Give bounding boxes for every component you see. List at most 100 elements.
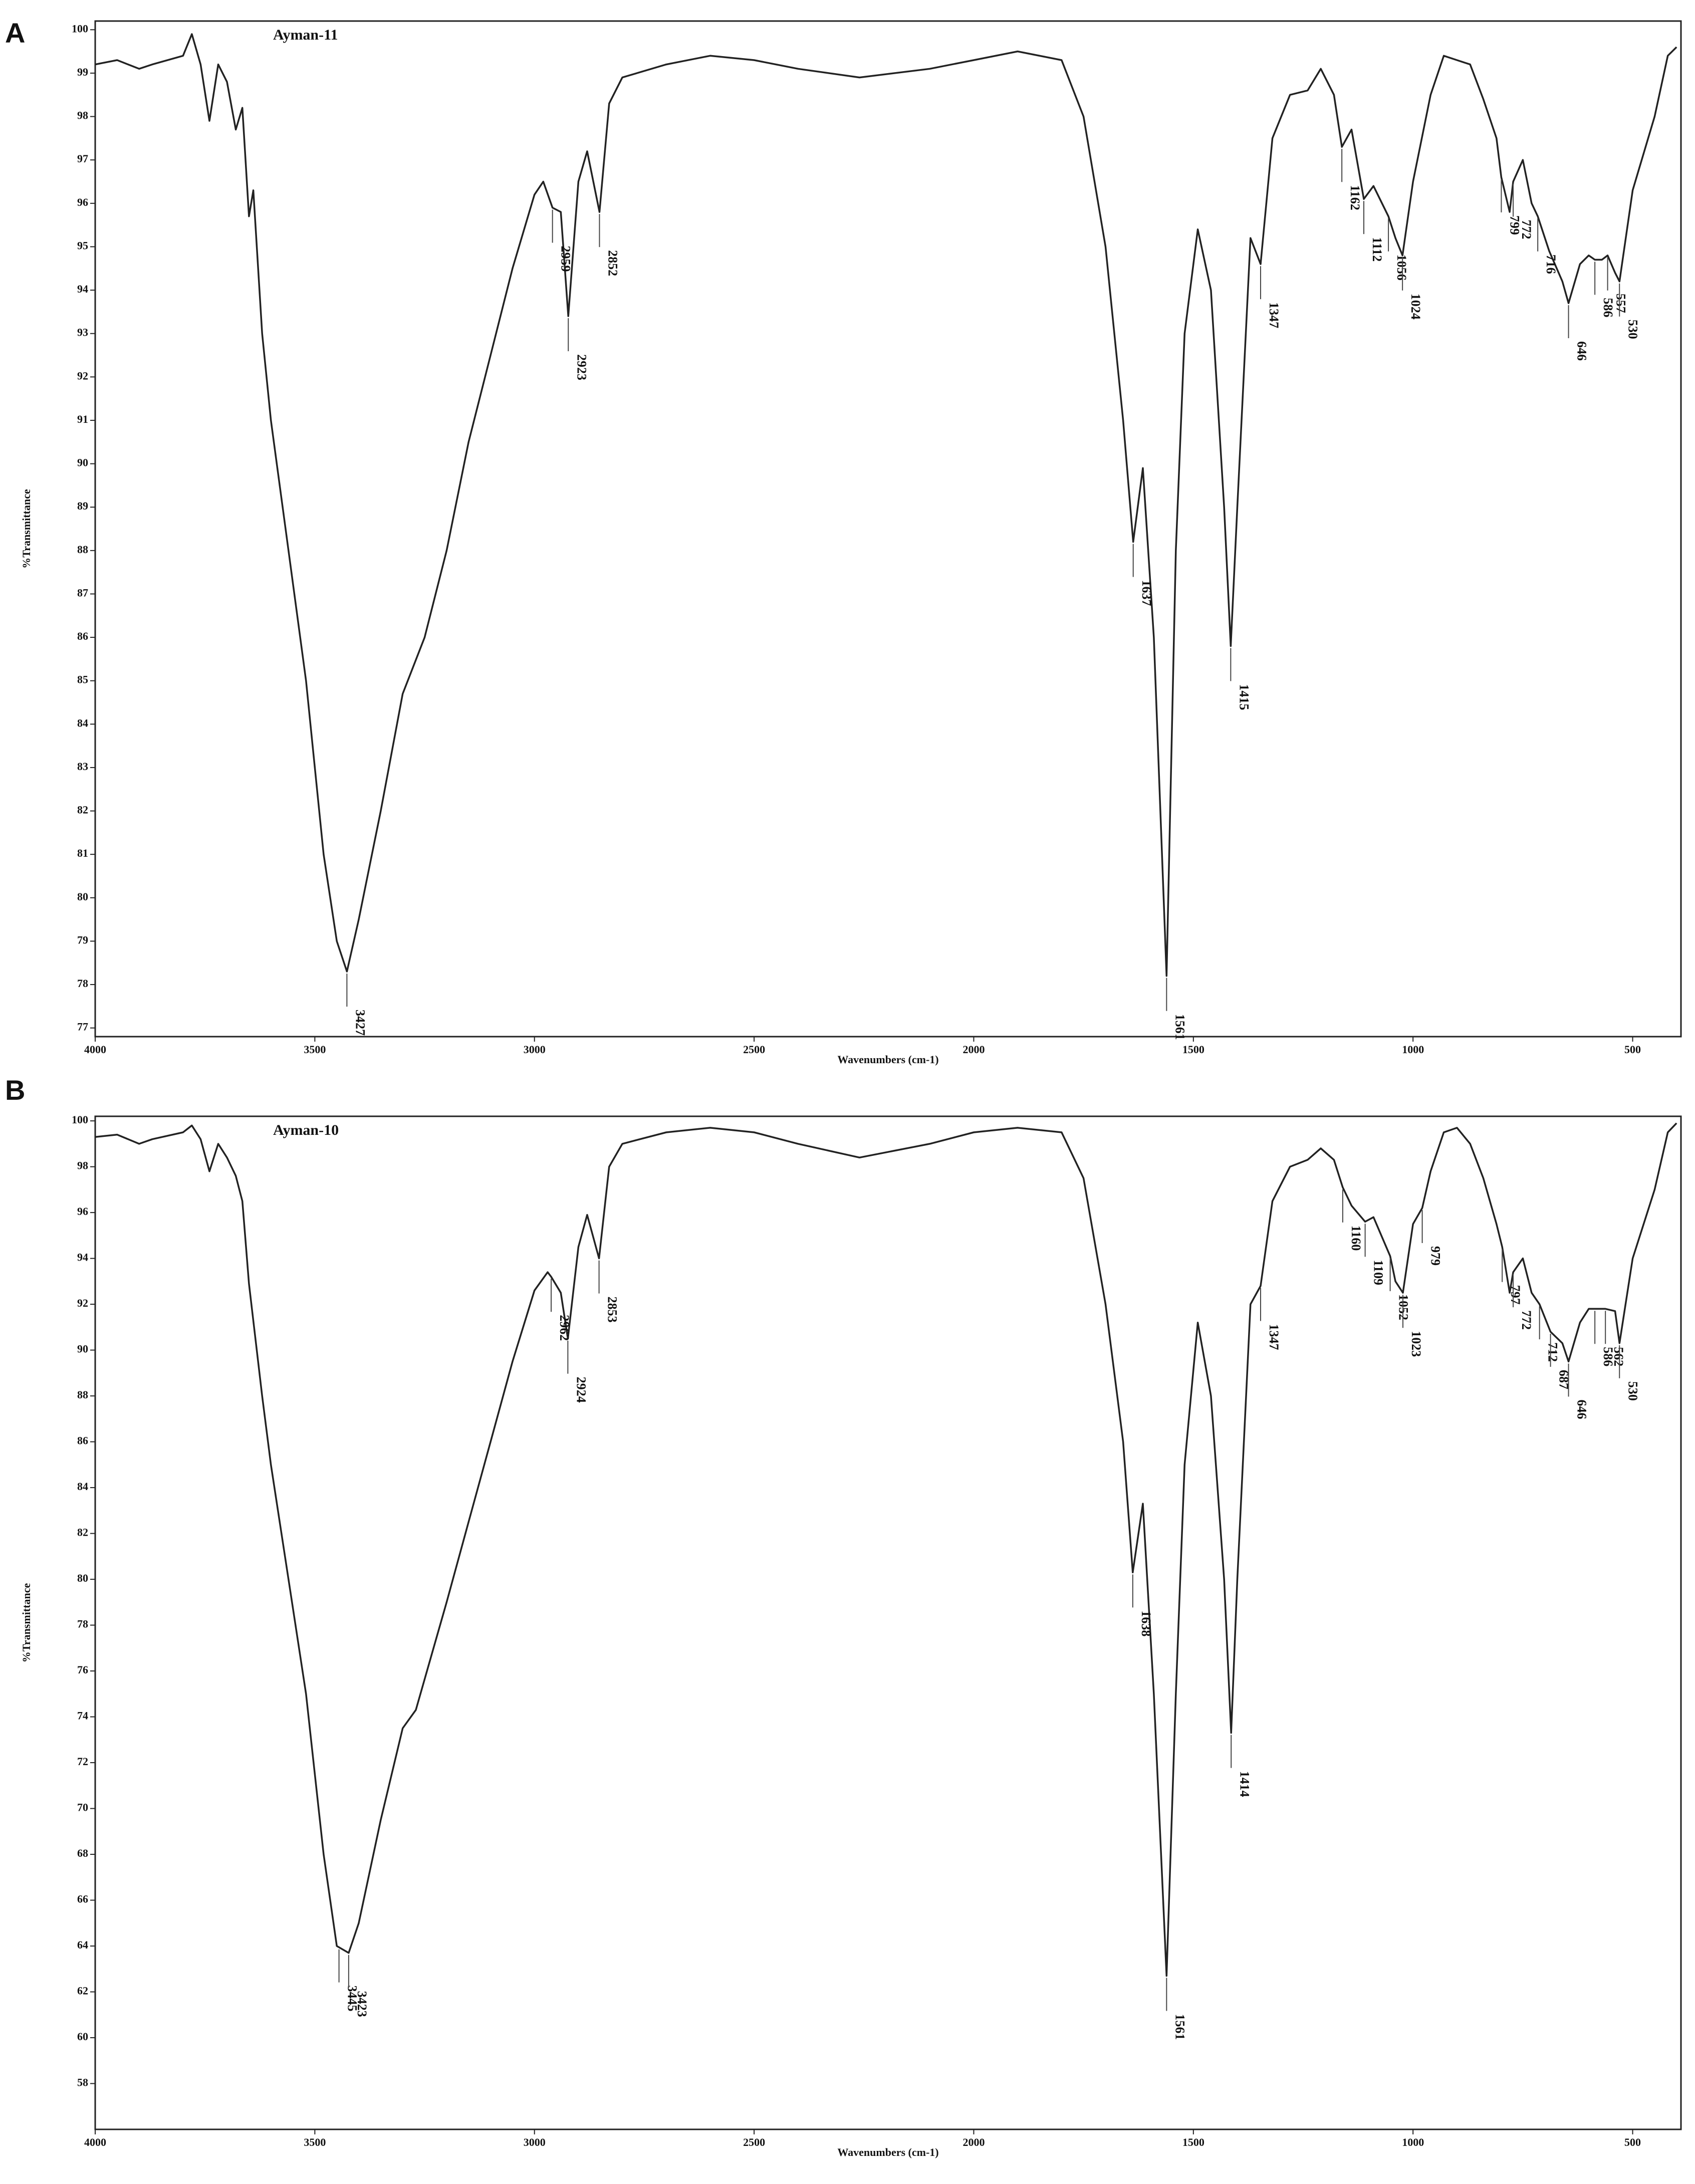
y-tick-label: 88 — [77, 1388, 88, 1401]
peak-label: 2924 — [574, 1377, 588, 1403]
peak-label: 2852 — [606, 250, 620, 276]
x-tick-label: 3500 — [304, 2136, 326, 2148]
y-tick-label: 99 — [77, 66, 88, 78]
peak-label: 1415 — [1237, 684, 1251, 710]
x-axis-label: Wavenumbers (cm-1) — [837, 1053, 938, 1066]
peak-label: 2923 — [574, 354, 589, 380]
y-tick-label: 72 — [77, 1755, 88, 1768]
chart-title: Ayman-10 — [273, 1122, 339, 1138]
peak-label: 716 — [1544, 255, 1558, 274]
peak-label: 586 — [1601, 298, 1615, 317]
peak-label: 562 — [1611, 1347, 1626, 1366]
peak-label: 1638 — [1139, 1610, 1153, 1636]
x-tick-label: 3000 — [524, 1043, 546, 1056]
y-axis-label: %Transmittance — [20, 1583, 33, 1663]
x-tick-label: 3000 — [524, 2136, 546, 2148]
y-tick-label: 98 — [77, 109, 88, 122]
y-tick-label: 88 — [77, 543, 88, 556]
y-tick-label: 79 — [77, 933, 88, 946]
peak-label: 1056 — [1394, 255, 1409, 281]
y-tick-label: 80 — [77, 1572, 88, 1584]
y-tick-label: 100 — [72, 22, 88, 35]
panel-label: B — [5, 1074, 25, 1106]
y-tick-label: 64 — [77, 1938, 88, 1951]
y-tick-label: 94 — [77, 283, 88, 295]
x-tick-label: 4000 — [84, 2136, 106, 2148]
y-tick-label: 92 — [77, 1297, 88, 1309]
x-tick-label: 2500 — [743, 2136, 765, 2148]
peak-label: 797 — [1508, 1285, 1523, 1305]
y-tick-label: 83 — [77, 760, 88, 773]
y-tick-label: 90 — [77, 1343, 88, 1355]
y-tick-label: 62 — [77, 1985, 88, 1997]
y-tick-label: 82 — [77, 1526, 88, 1539]
y-tick-label: 70 — [77, 1801, 88, 1814]
y-tick-label: 100 — [72, 1113, 88, 1126]
x-tick-label: 1000 — [1402, 2136, 1424, 2148]
peak-label: 1561 — [1172, 2014, 1187, 2040]
peak-label: 1347 — [1267, 302, 1281, 328]
y-tick-label: 77 — [77, 1021, 88, 1033]
y-tick-label: 82 — [77, 804, 88, 816]
x-tick-label: 2000 — [962, 2136, 985, 2148]
y-tick-label: 78 — [77, 977, 88, 990]
y-tick-label: 84 — [77, 1480, 88, 1493]
y-tick-label: 95 — [77, 239, 88, 252]
peak-label: 1160 — [1349, 1226, 1363, 1251]
peak-label: 1024 — [1408, 294, 1423, 320]
peak-label: 2853 — [605, 1297, 620, 1323]
peak-label: 530 — [1625, 1381, 1640, 1401]
x-tick-label: 500 — [1624, 2136, 1641, 2148]
plot-frame — [94, 1115, 1682, 2130]
y-tick-label: 68 — [77, 1847, 88, 1859]
peak-label: 1637 — [1139, 580, 1154, 606]
peak-label: 1023 — [1409, 1331, 1423, 1357]
spectrum-line — [95, 33, 1677, 977]
y-tick-label: 98 — [77, 1159, 88, 1172]
y-tick-label: 80 — [77, 890, 88, 903]
peak-label: 2962 — [557, 1315, 572, 1341]
y-tick-label: 78 — [77, 1618, 88, 1630]
x-tick-label: 1500 — [1182, 2136, 1204, 2148]
peak-label: 772 — [1519, 220, 1534, 239]
y-tick-label: 93 — [77, 326, 88, 339]
x-tick-label: 1500 — [1182, 1043, 1204, 1056]
x-tick-label: 4000 — [84, 1043, 106, 1056]
y-tick-label: 86 — [77, 1434, 88, 1447]
peak-label: 530 — [1625, 320, 1640, 339]
x-tick-label: 500 — [1624, 1043, 1641, 1056]
y-tick-label: 96 — [77, 1205, 88, 1218]
y-tick-label: 66 — [77, 1893, 88, 1905]
peak-label: 3423 — [355, 1991, 369, 2017]
peak-label: 979 — [1428, 1246, 1443, 1266]
y-tick-label: 96 — [77, 196, 88, 208]
y-tick-label: 89 — [77, 500, 88, 512]
peak-label: 772 — [1519, 1310, 1534, 1330]
peak-label: 1052 — [1396, 1294, 1411, 1320]
peak-label: 586 — [1601, 1347, 1615, 1366]
panel-label: A — [5, 17, 25, 49]
peak-label: 712 — [1546, 1342, 1560, 1362]
x-axis-label: Wavenumbers (cm-1) — [837, 2146, 938, 2158]
peak-label: 1347 — [1267, 1324, 1281, 1350]
y-tick-label: 86 — [77, 630, 88, 642]
peak-label: 3427 — [353, 1010, 367, 1036]
peak-label: 3445 — [345, 1986, 360, 2012]
y-tick-label: 60 — [77, 2030, 88, 2043]
peak-label: 1109 — [1371, 1260, 1386, 1285]
peak-label: 1112 — [1370, 237, 1384, 262]
y-tick-label: 97 — [77, 152, 88, 165]
plot-frame — [94, 20, 1682, 1038]
y-tick-label: 58 — [77, 2076, 88, 2089]
y-tick-label: 81 — [77, 847, 88, 859]
spectrum-line — [95, 1122, 1677, 1977]
y-tick-label: 76 — [77, 1663, 88, 1676]
peak-label: 799 — [1507, 215, 1522, 235]
y-tick-label: 92 — [77, 369, 88, 382]
peak-label: 646 — [1575, 1399, 1589, 1419]
peak-label: 557 — [1614, 294, 1628, 313]
y-tick-label: 84 — [77, 716, 88, 729]
y-tick-label: 90 — [77, 456, 88, 469]
x-tick-label: 2500 — [743, 1043, 765, 1056]
